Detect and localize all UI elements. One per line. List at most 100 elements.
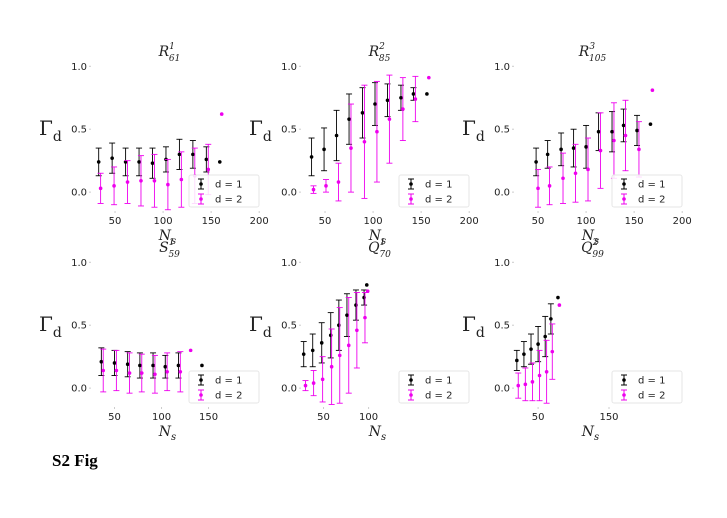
point: [165, 369, 169, 374]
y-label-base: Γ: [39, 312, 53, 336]
point: [534, 160, 538, 164]
legend-marker: [199, 197, 203, 201]
title-sup: 1: [380, 238, 386, 248]
point: [311, 187, 316, 192]
legend-label: d = 1: [425, 180, 452, 191]
point: [347, 117, 351, 121]
title-base: R: [578, 44, 590, 60]
point: [365, 289, 370, 294]
point: [515, 358, 519, 363]
point: [635, 128, 639, 133]
point: [363, 315, 367, 320]
y-tick-label: 0.0: [71, 188, 87, 199]
x-tick-label: 200: [250, 216, 269, 227]
y-label-sub: d: [53, 325, 62, 341]
point: [311, 381, 316, 385]
point: [204, 157, 209, 162]
y-tick-label: 0.5: [71, 125, 87, 136]
y-label-sub: d: [476, 325, 485, 341]
point: [349, 146, 353, 150]
panel-title: S1 59: [159, 238, 180, 260]
title-sup: 2: [378, 42, 385, 52]
point: [648, 122, 653, 126]
title-sub: 61: [169, 54, 180, 64]
y-tick-label: 0.0: [494, 188, 510, 199]
x-tick-label: 100: [359, 412, 378, 423]
point: [166, 182, 170, 187]
legend-label: d = 2: [638, 195, 665, 206]
x-label-base: N: [158, 424, 172, 440]
legend-marker: [409, 182, 413, 186]
point: [427, 75, 431, 80]
point: [536, 342, 540, 346]
point: [188, 348, 193, 353]
x-tick-label: 150: [199, 412, 218, 423]
point: [139, 179, 143, 183]
y-tick-label: 0.5: [494, 125, 510, 136]
point: [319, 341, 324, 345]
x-axis-label: Ns: [581, 424, 599, 443]
y-tick-label: 0.0: [281, 188, 297, 199]
y-tick-label: 1.0: [494, 258, 510, 269]
point: [523, 382, 528, 387]
legend-box: [188, 370, 260, 404]
x-label-base: N: [368, 424, 382, 440]
point: [537, 373, 542, 378]
point: [163, 364, 168, 369]
point: [152, 179, 157, 183]
y-label-base: Γ: [462, 312, 476, 336]
legend-label: d = 2: [638, 391, 665, 402]
legend-label: d = 1: [638, 180, 665, 191]
panel: S1 59 0.0 0.5 1.0 50 100 150 Γd Ns d = 1 d = 2: [39, 238, 260, 443]
point: [545, 152, 550, 157]
x-label-sub: s: [171, 236, 176, 247]
x-tick-label: 150: [625, 216, 644, 227]
point: [413, 97, 418, 101]
point: [536, 186, 540, 191]
y-tick-label: 0.0: [71, 384, 87, 395]
point: [178, 369, 183, 374]
x-label-base: N: [581, 228, 595, 244]
x-axis-label: Ns: [368, 424, 386, 443]
panel: Q2 99 0.0 0.5 1.0 50 150 Γd Ns d = 1 d = 2: [462, 238, 683, 443]
legend-marker: [409, 378, 413, 382]
point: [573, 171, 578, 176]
title-base: S: [159, 240, 169, 256]
legend-marker: [622, 197, 626, 201]
point: [110, 156, 114, 160]
legend-marker: [622, 182, 626, 186]
point: [337, 353, 342, 358]
panel: R3 105 0.0 0.5 1.0 50 100 150 200 Γd Ns d = 1 d = 2: [462, 42, 692, 247]
y-tick-label: 0.0: [281, 384, 297, 395]
point: [303, 383, 308, 388]
point: [559, 147, 563, 152]
x-tick-label: 100: [152, 412, 171, 423]
y-axis-label: Γd: [249, 312, 272, 341]
x-label-sub: s: [594, 432, 599, 443]
legend-label: d = 1: [425, 376, 452, 387]
point: [114, 368, 119, 373]
point: [596, 129, 601, 134]
x-axis-label: Ns: [158, 228, 176, 247]
point: [547, 184, 552, 188]
point: [544, 369, 549, 374]
point: [99, 359, 104, 364]
point: [522, 352, 526, 356]
x-tick-label: 50: [532, 412, 545, 423]
panel-title: R3 105: [578, 42, 607, 64]
point: [200, 363, 204, 368]
x-tick-label: 50: [108, 412, 121, 423]
y-tick-label: 0.5: [494, 321, 510, 332]
point: [401, 107, 405, 111]
x-label-base: N: [158, 228, 172, 244]
point: [612, 138, 616, 143]
y-tick-label: 1.0: [281, 258, 297, 269]
point: [101, 368, 106, 373]
legend-marker: [409, 197, 413, 201]
point: [138, 363, 142, 368]
y-label-base: Γ: [249, 312, 263, 336]
point: [176, 363, 181, 368]
point: [530, 380, 535, 384]
y-tick-label: 0.5: [71, 321, 87, 332]
